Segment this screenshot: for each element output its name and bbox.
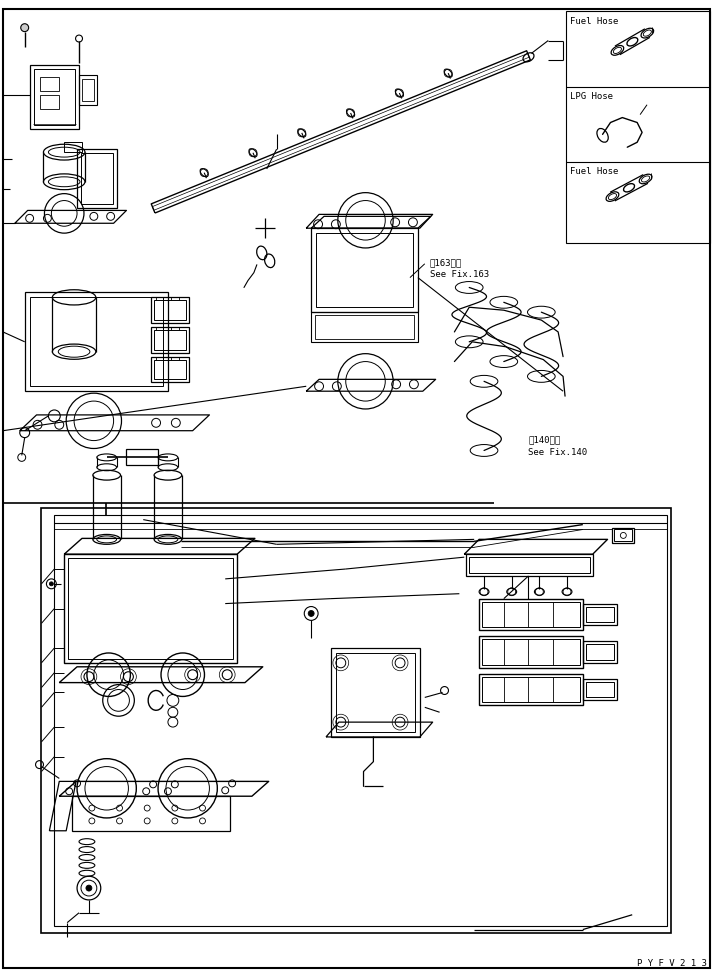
Circle shape [86,885,92,891]
Polygon shape [15,210,126,224]
Polygon shape [326,722,432,737]
Text: Fuel Hose: Fuel Hose [570,167,618,176]
Bar [126,449,158,465]
Text: See Fix.140: See Fix.140 [529,447,588,456]
Bar [331,648,419,737]
Bar [154,300,186,320]
Bar [41,508,671,932]
Polygon shape [311,216,431,229]
Bar [583,679,617,701]
Circle shape [308,611,314,616]
Polygon shape [49,782,76,830]
Bar [311,229,418,313]
Text: LPG Hose: LPG Hose [570,92,613,101]
Bar [336,653,415,732]
Bar [586,607,614,622]
Bar [30,65,79,129]
Bar [151,357,188,382]
Bar [154,360,186,379]
Bar [482,677,580,702]
Text: P Y F V 2 1 3: P Y F V 2 1 3 [637,959,707,968]
Text: Fuel Hose: Fuel Hose [570,17,618,25]
Bar [583,604,617,625]
Text: See Fix.163: See Fix.163 [430,270,489,278]
Bar [79,75,97,105]
Circle shape [21,23,29,31]
Polygon shape [464,539,607,554]
Text: 図140参照: 図140参照 [529,436,561,445]
Bar [466,554,593,575]
Polygon shape [64,538,255,554]
Bar [566,11,710,243]
Bar [68,558,233,658]
Bar [311,313,418,342]
Bar [479,636,583,668]
Bar [479,674,583,705]
Polygon shape [306,214,432,229]
Polygon shape [151,51,531,213]
Bar [154,330,186,350]
Bar [315,316,414,339]
Bar [469,557,590,573]
Bar [77,149,116,208]
Bar [40,77,59,91]
Polygon shape [306,379,435,391]
Bar [40,95,59,108]
Bar [583,641,617,662]
Bar [25,292,168,391]
Bar [586,682,614,698]
Bar [479,599,583,630]
Bar [151,327,188,353]
Bar [64,143,82,152]
Bar [81,153,113,204]
Text: 図163参照: 図163参照 [430,258,462,267]
Bar [316,234,413,307]
Polygon shape [59,667,263,683]
Bar [30,297,163,386]
Polygon shape [59,782,269,796]
Bar [612,528,634,543]
Bar [614,530,632,541]
Bar [151,297,188,323]
Bar [482,602,580,627]
Bar [482,639,580,664]
Bar [72,796,230,830]
Bar [82,79,94,101]
Polygon shape [19,415,209,431]
Bar [34,69,75,125]
Bar [64,554,237,662]
Circle shape [49,582,53,586]
Bar [586,644,614,659]
Bar [54,515,667,925]
